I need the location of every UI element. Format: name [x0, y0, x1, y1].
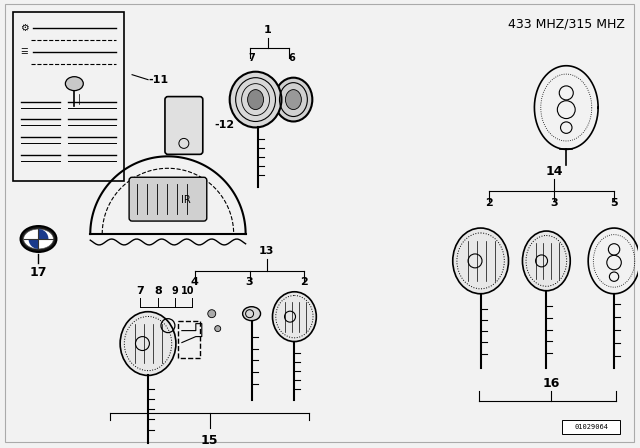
Text: 17: 17: [29, 267, 47, 280]
Wedge shape: [29, 239, 38, 249]
Text: 6: 6: [288, 53, 295, 63]
Ellipse shape: [65, 77, 83, 90]
Text: 8: 8: [154, 286, 162, 296]
Ellipse shape: [120, 312, 176, 375]
Bar: [563, 420, 620, 434]
Ellipse shape: [230, 72, 282, 128]
Text: 3: 3: [246, 277, 253, 287]
Ellipse shape: [452, 228, 509, 294]
Text: 3: 3: [550, 198, 558, 208]
Ellipse shape: [275, 78, 312, 121]
Text: 15: 15: [201, 434, 218, 447]
FancyBboxPatch shape: [165, 97, 203, 155]
Text: ☰: ☰: [20, 47, 28, 56]
Text: 2: 2: [301, 277, 308, 287]
Bar: [178, 321, 200, 358]
Bar: [13, 12, 124, 181]
Circle shape: [208, 310, 216, 318]
Text: 13: 13: [259, 246, 274, 256]
Text: 10: 10: [181, 286, 195, 296]
Text: 5: 5: [611, 198, 618, 208]
Ellipse shape: [522, 231, 570, 291]
Text: -12: -12: [215, 121, 235, 130]
Text: 9: 9: [172, 286, 179, 296]
Ellipse shape: [273, 292, 316, 341]
Ellipse shape: [243, 307, 260, 321]
Text: 1: 1: [264, 25, 271, 35]
Ellipse shape: [24, 229, 53, 249]
Circle shape: [215, 326, 221, 332]
Text: IR: IR: [181, 195, 191, 205]
Text: 2: 2: [484, 198, 492, 208]
Text: ⚙: ⚙: [20, 23, 29, 33]
Ellipse shape: [20, 226, 56, 252]
Text: 433 MHZ/315 MHZ: 433 MHZ/315 MHZ: [508, 18, 625, 31]
Text: 16: 16: [543, 377, 560, 390]
Text: 14: 14: [545, 165, 563, 178]
Text: 01029064: 01029064: [574, 424, 608, 430]
Ellipse shape: [285, 90, 301, 110]
Text: -11: -11: [148, 75, 168, 85]
Wedge shape: [38, 229, 49, 239]
Text: 7: 7: [248, 53, 255, 63]
Ellipse shape: [248, 90, 264, 110]
Text: 7: 7: [136, 286, 144, 296]
FancyBboxPatch shape: [129, 177, 207, 221]
Text: 4: 4: [191, 277, 199, 287]
